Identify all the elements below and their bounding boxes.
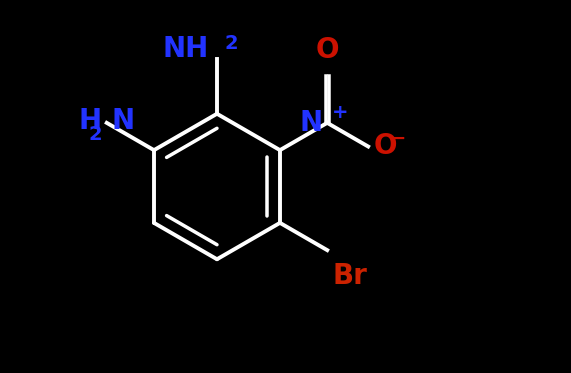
Text: +: + <box>332 103 349 122</box>
Text: O: O <box>373 132 397 160</box>
Text: NH: NH <box>163 35 209 63</box>
Text: N: N <box>112 107 135 135</box>
Text: O: O <box>315 35 339 63</box>
Text: Br: Br <box>332 262 367 290</box>
Text: H: H <box>79 107 102 135</box>
Text: N: N <box>299 109 322 137</box>
Text: −: − <box>390 129 407 148</box>
Text: 2: 2 <box>88 125 102 144</box>
Text: 2: 2 <box>225 34 239 53</box>
